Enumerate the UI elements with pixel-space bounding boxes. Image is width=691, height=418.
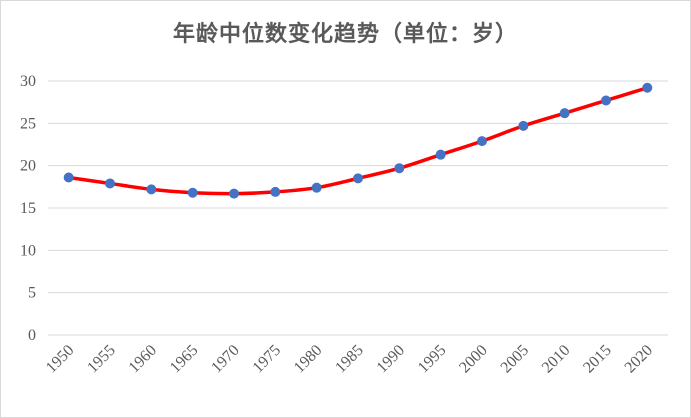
y-tick-label: 15: [20, 200, 36, 217]
x-tick-label: 1985: [332, 342, 367, 377]
x-tick-label: 1950: [43, 342, 78, 377]
data-point-1955: [105, 178, 115, 189]
x-tick-label: 1980: [291, 342, 326, 377]
y-tick-label: 0: [28, 327, 36, 344]
x-tick-label: 1990: [374, 342, 409, 377]
x-tick-label: 2020: [622, 342, 657, 377]
y-tick-label: 30: [20, 73, 36, 90]
x-tick-label: 1965: [167, 342, 202, 377]
y-tick-label: 25: [20, 115, 36, 132]
data-point-2000: [477, 136, 487, 147]
x-axis-ticks: 1950 1955 1960 1965 1970 1975 1980 1985 1990 1995…: [43, 342, 656, 377]
data-point-1980: [311, 182, 322, 193]
data-point-2005: [518, 120, 529, 131]
data-point-2020: [642, 82, 653, 93]
y-tick-label: 5: [28, 285, 36, 302]
x-tick-label: 1960: [126, 342, 161, 377]
data-point-1950: [63, 172, 74, 183]
data-point-1990: [394, 163, 405, 174]
y-tick-label: 20: [20, 158, 36, 175]
data-point-1985: [353, 173, 363, 184]
x-tick-label: 2000: [456, 342, 491, 377]
x-tick-label: 2005: [498, 342, 533, 377]
data-point-2015: [601, 95, 611, 106]
x-tick-label: 1955: [84, 342, 119, 377]
x-tick-label: 1995: [415, 342, 450, 377]
chart-title: 年龄中位数变化趋势（单位：岁）: [172, 21, 518, 47]
series-layer: [63, 82, 653, 199]
y-tick-label: 10: [20, 242, 36, 259]
x-tick-label: 2015: [580, 342, 615, 377]
data-point-1965: [187, 187, 198, 198]
data-point-1960: [146, 184, 157, 195]
data-point-1970: [229, 188, 239, 199]
x-tick-label: 1970: [208, 342, 243, 377]
data-point-1975: [270, 186, 281, 197]
data-point-2010: [559, 108, 570, 119]
data-point-1995: [435, 149, 446, 160]
x-tick-label: 1975: [250, 342, 285, 377]
gridlines: [48, 80, 668, 336]
y-axis-ticks: 0 5 10 15 20 25 30: [20, 73, 36, 344]
x-tick-label: 2010: [539, 342, 574, 377]
